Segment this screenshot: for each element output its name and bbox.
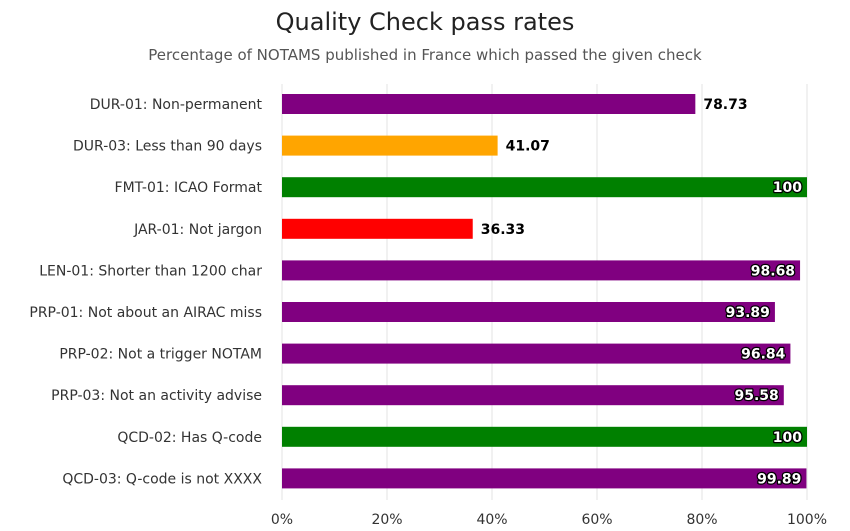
bar (282, 385, 784, 406)
data-label: 99.89 (757, 471, 801, 487)
chart-subtitle: Percentage of NOTAMS published in France… (148, 46, 702, 64)
category-label: FMT-01: ICAO Format (115, 180, 263, 196)
data-label: 98.68 (751, 263, 795, 279)
data-label: 78.73 (703, 97, 747, 113)
x-tick-label: 20% (371, 512, 402, 528)
bar (282, 94, 696, 114)
x-tick-label: 0% (271, 512, 293, 528)
data-label: 93.89 (726, 305, 770, 321)
data-label: 100 (773, 430, 802, 446)
category-label: QCD-03: Q-code is not XXXX (62, 471, 262, 487)
bar (282, 135, 498, 156)
category-label: PRP-02: Not a trigger NOTAM (59, 347, 262, 363)
data-label: 36.33 (481, 222, 525, 238)
bar (282, 302, 775, 322)
data-label: 96.84 (741, 347, 786, 363)
data-label: 100 (773, 180, 802, 196)
category-label: DUR-03: Less than 90 days (73, 139, 262, 155)
bar (282, 177, 807, 198)
category-label: QCD-02: Has Q-code (117, 430, 262, 446)
x-tick-label: 100% (787, 512, 827, 528)
data-label: 95.58 (734, 388, 778, 404)
category-label: PRP-01: Not about an AIRAC miss (29, 305, 262, 321)
bar (282, 343, 791, 364)
category-label: DUR-01: Non-permanent (90, 97, 263, 113)
x-tick-label: 60% (581, 512, 612, 528)
bar (282, 426, 807, 447)
category-label: PRP-03: Not an activity advise (51, 388, 262, 404)
bar (282, 468, 807, 489)
chart-title: Quality Check pass rates (275, 8, 575, 36)
bar (282, 260, 801, 281)
x-tick-label: 40% (476, 512, 507, 528)
category-label: JAR-01: Not jargon (133, 222, 262, 238)
x-tick-label: 80% (686, 512, 717, 528)
bar (282, 218, 473, 239)
category-label: LEN-01: Shorter than 1200 char (39, 263, 262, 279)
data-label: 41.07 (506, 139, 550, 155)
